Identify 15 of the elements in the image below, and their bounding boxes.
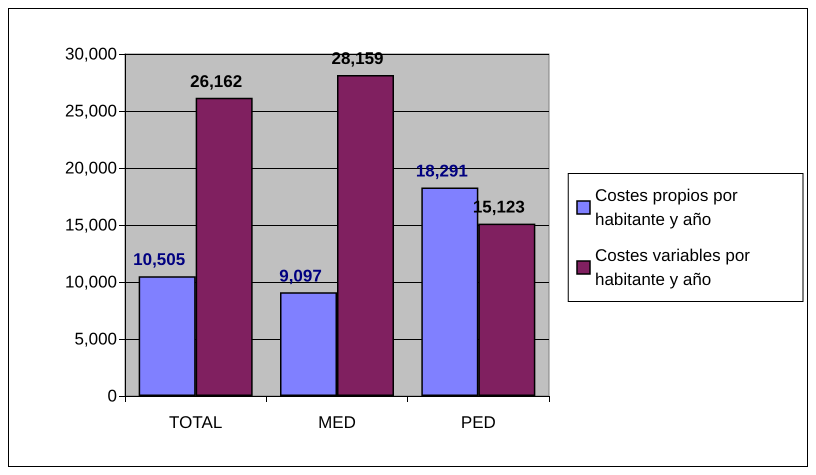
data-label: 10,505 — [133, 250, 186, 270]
data-label: 9,097 — [279, 266, 322, 286]
legend-label: Costes propios por habitante y año — [595, 186, 742, 229]
y-tick-label: 5,000 — [74, 330, 117, 348]
y-tick-label: 30,000 — [65, 44, 117, 64]
data-label: 26,162 — [190, 72, 242, 91]
y-tick-label: 0 — [108, 386, 117, 406]
y-tick-label: 25,000 — [65, 102, 117, 120]
legend-label: Costes variables por habitante y año — [595, 246, 755, 289]
y-tick-label: 15,000 — [65, 216, 117, 234]
y-tick-label: 10,000 — [65, 272, 117, 292]
x-tick-label: PED — [460, 413, 496, 432]
x-tick-label: TOTAL — [169, 413, 222, 432]
x-tick-label: MED — [318, 413, 356, 432]
y-tick-label: 20,000 — [65, 158, 117, 178]
